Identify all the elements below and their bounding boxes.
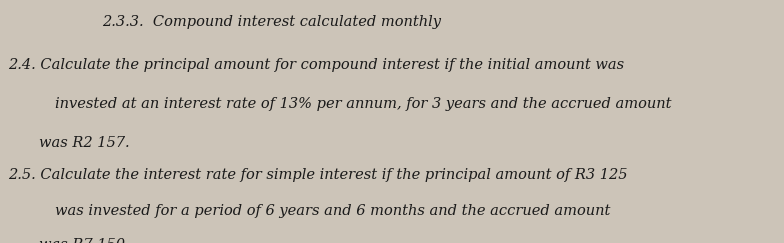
Text: 2.5. Calculate the interest rate for simple interest if the principal amount of : 2.5. Calculate the interest rate for sim… <box>8 168 627 182</box>
Text: was invested for a period of 6 years and 6 months and the accrued amount: was invested for a period of 6 years and… <box>55 204 610 218</box>
Text: was R2 157.: was R2 157. <box>39 136 130 150</box>
Text: 2.4. Calculate the principal amount for compound interest if the initial amount : 2.4. Calculate the principal amount for … <box>8 58 624 72</box>
Text: invested at an interest rate of 13% per annum, for 3 years and the accrued amoun: invested at an interest rate of 13% per … <box>55 97 671 111</box>
Text: was R7 150.: was R7 150. <box>39 238 130 243</box>
Text: 2.3.3.  Compound interest calculated monthly: 2.3.3. Compound interest calculated mont… <box>102 15 441 29</box>
